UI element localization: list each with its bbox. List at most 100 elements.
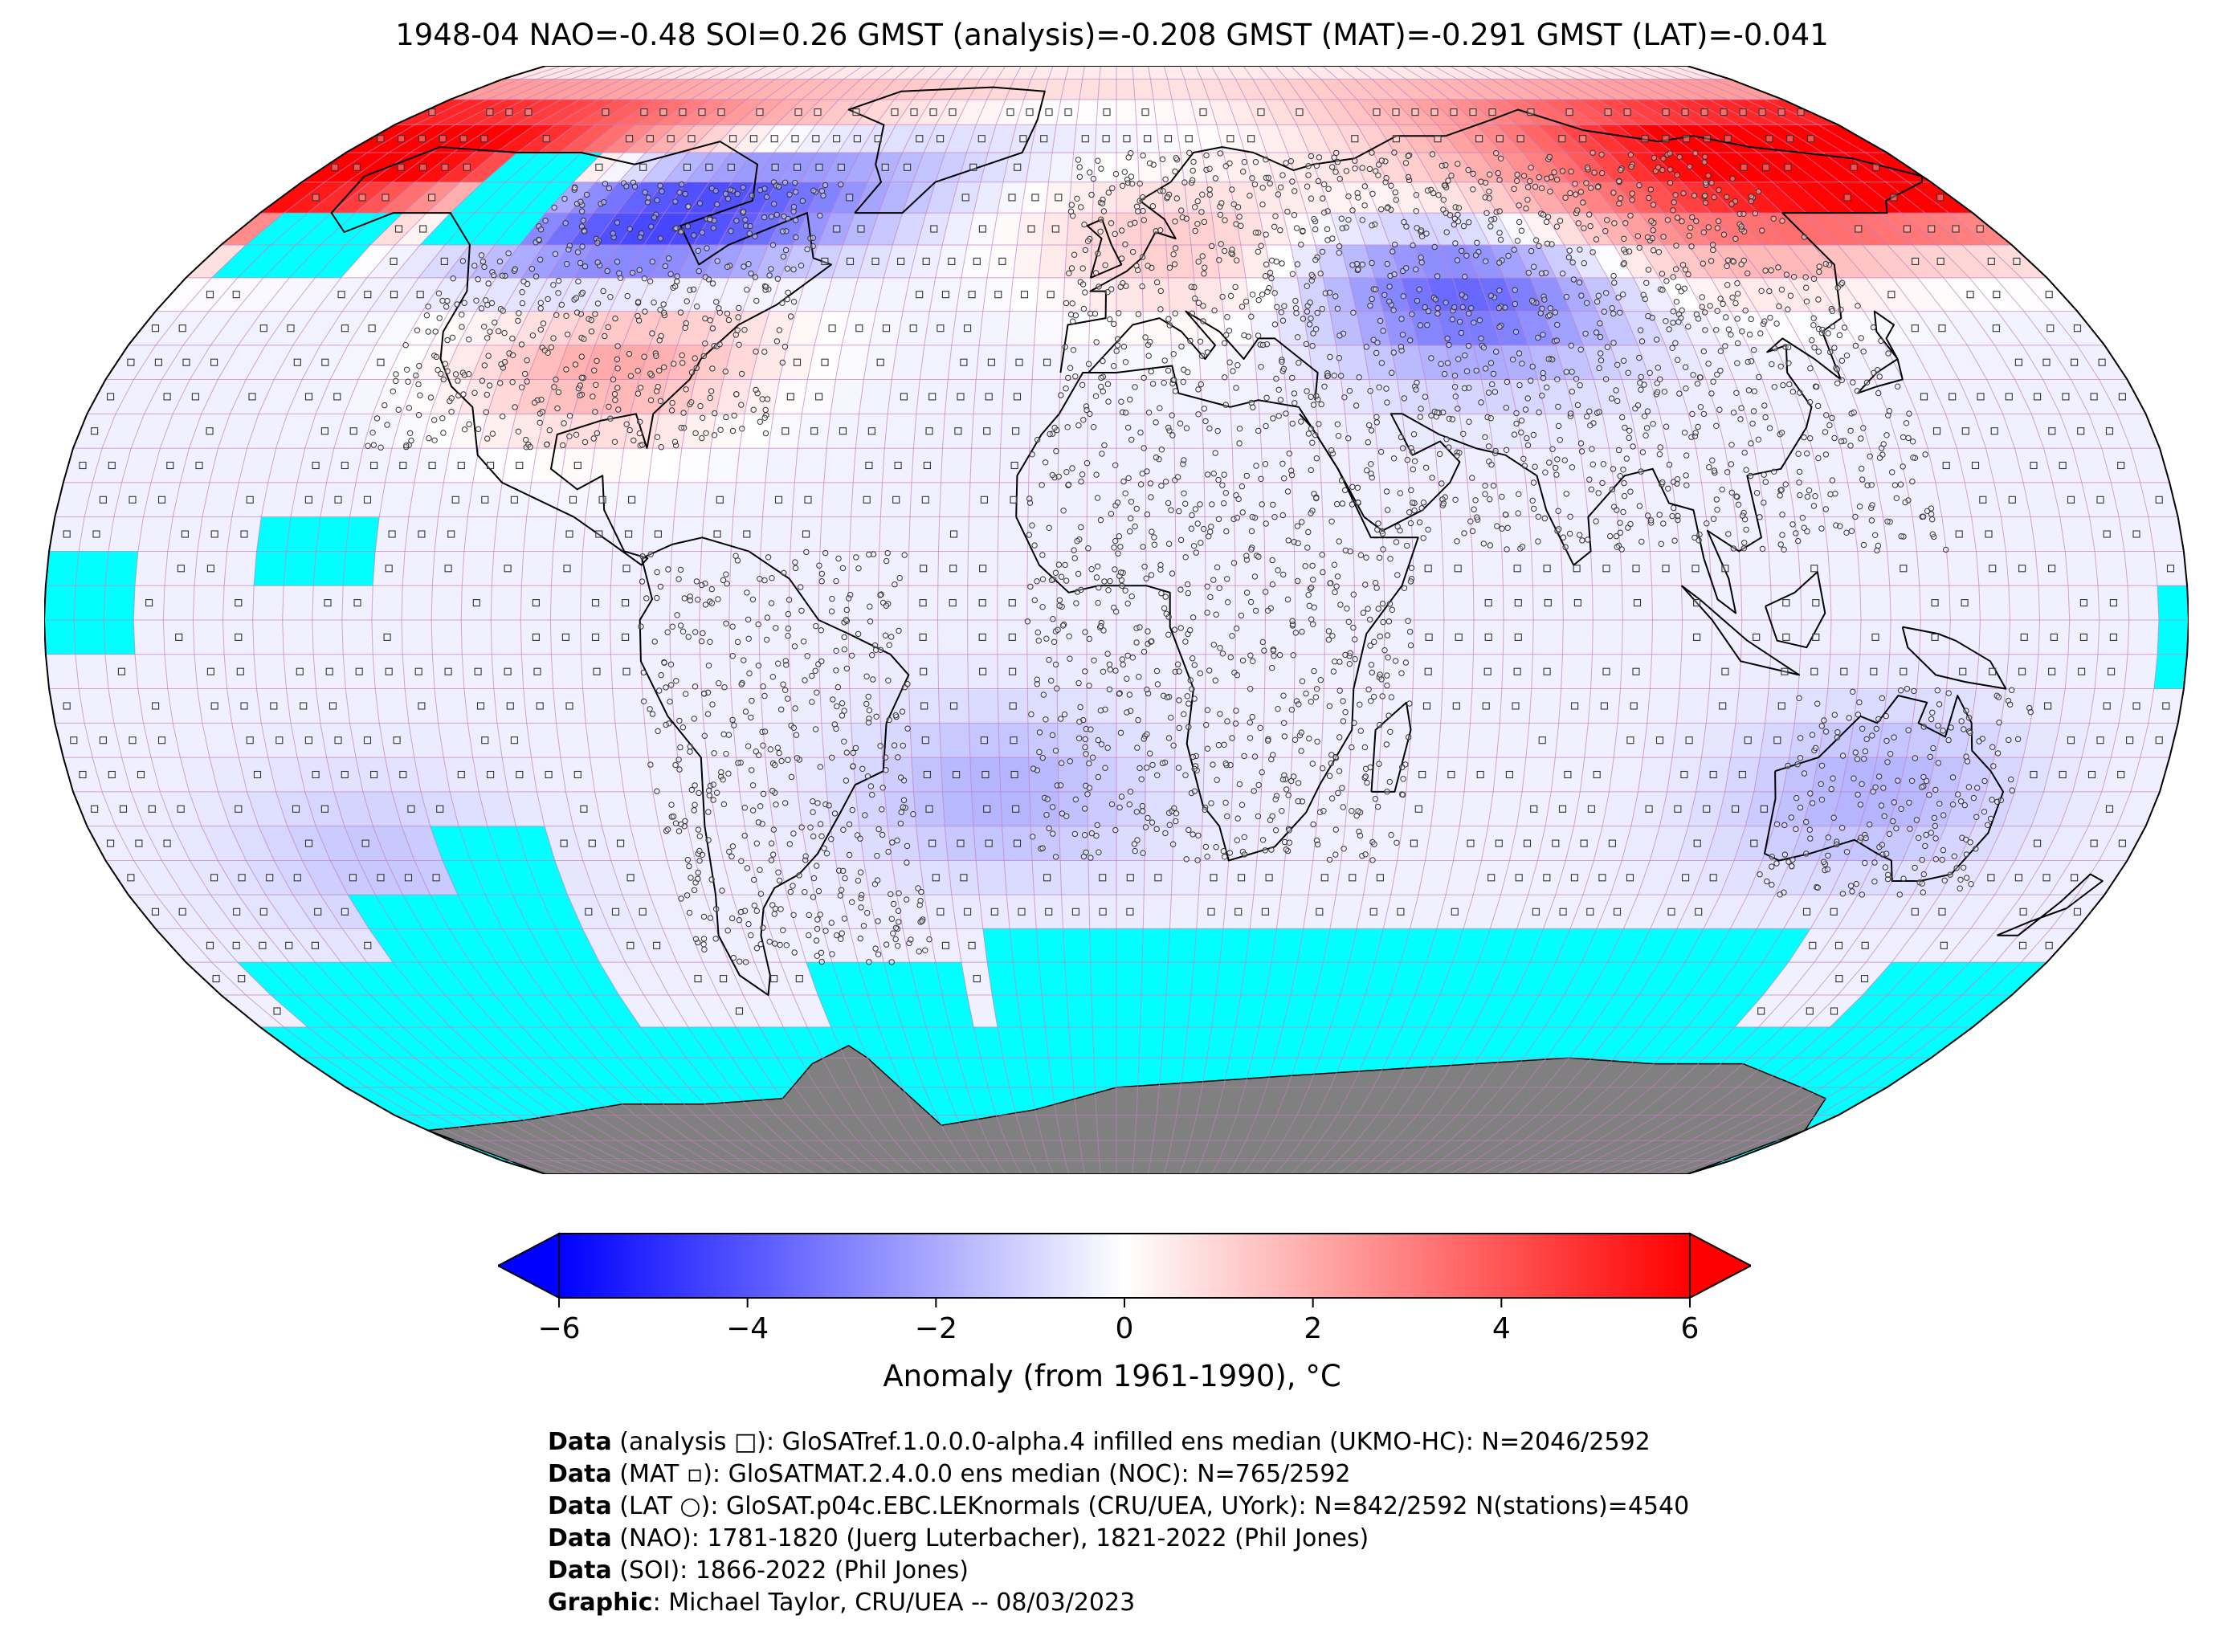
analysis-marker (653, 941, 661, 949)
lat-station-marker (1843, 849, 1851, 855)
anomaly-cell (1971, 688, 2006, 724)
lat-station-marker (1886, 830, 1893, 838)
lat-station-marker (895, 943, 901, 949)
lat-station-marker (1753, 490, 1761, 496)
lat-station-marker (829, 754, 835, 761)
lat-station-marker (833, 725, 839, 732)
lat-station-marker (877, 743, 883, 749)
analysis-marker (516, 770, 524, 779)
analysis-marker (63, 702, 71, 710)
lat-station-marker (1185, 826, 1192, 834)
analysis-marker (786, 393, 794, 401)
lat-station-marker (2009, 787, 2015, 793)
lat-station-marker (518, 384, 525, 390)
lat-station-marker (757, 867, 763, 873)
lat-station-marker (806, 932, 812, 939)
lat-station-marker (731, 722, 737, 728)
lat-station-marker (1856, 699, 1863, 706)
lat-station-marker (1140, 850, 1146, 856)
lat-station-marker (1364, 467, 1370, 474)
analysis-marker (2132, 530, 2140, 538)
lat-station-marker (384, 422, 390, 428)
analysis-marker (393, 736, 401, 744)
lat-station-marker (1140, 808, 1146, 814)
lat-station-marker (1204, 745, 1211, 752)
no-data-cell (1068, 1026, 1094, 1059)
anomaly-cell (1701, 722, 1736, 758)
lat-station-marker (1224, 813, 1230, 820)
lat-station-marker (665, 566, 671, 573)
anomaly-cell (1171, 860, 1202, 895)
lat-station-marker (640, 669, 647, 676)
analysis-marker (921, 736, 929, 744)
lat-station-marker (1342, 487, 1349, 494)
anomaly-cell (1059, 860, 1090, 895)
lat-station-marker (1940, 846, 1947, 854)
lat-station-marker (1567, 513, 1573, 520)
lat-station-marker (1530, 479, 1537, 486)
lat-station-marker (1610, 466, 1617, 472)
lat-station-marker (623, 421, 630, 427)
lat-station-marker (1327, 580, 1333, 586)
lat-station-marker (814, 925, 821, 932)
analysis-marker (1693, 633, 1701, 641)
anomaly-cell (1408, 722, 1442, 758)
lat-station-marker (1304, 545, 1311, 551)
analysis-marker (979, 565, 987, 573)
lat-station-marker (1241, 851, 1248, 858)
lat-station-marker (606, 403, 612, 410)
analysis-marker (1835, 975, 1843, 983)
analysis-marker (1349, 874, 1357, 882)
anomaly-cell (1740, 585, 1773, 621)
lat-station-marker (1452, 496, 1459, 503)
analysis-marker (1238, 874, 1246, 882)
analysis-marker (716, 496, 724, 504)
analysis-marker (206, 941, 214, 949)
lat-station-marker (1883, 432, 1890, 438)
lat-station-marker (1380, 546, 1386, 553)
analysis-marker (532, 633, 540, 641)
lat-station-marker (1362, 765, 1369, 772)
anomaly-cell (2001, 516, 2036, 552)
lat-station-marker (1106, 661, 1113, 667)
lat-station-marker (798, 824, 805, 830)
lat-station-marker (1272, 796, 1279, 802)
analysis-marker (1802, 908, 1811, 916)
lat-station-marker (1043, 716, 1049, 723)
lat-station-marker (553, 376, 559, 383)
analysis-marker (504, 667, 512, 675)
lat-station-marker (1417, 414, 1424, 420)
lat-station-marker (1847, 883, 1855, 889)
analysis-marker (476, 702, 485, 710)
lat-station-marker (1270, 415, 1276, 422)
anomaly-cell (818, 585, 850, 621)
lat-station-marker (1556, 526, 1562, 532)
lat-station-marker (1929, 709, 1936, 716)
lat-station-marker (1296, 701, 1302, 708)
lat-station-marker (704, 711, 712, 717)
analysis-marker (1806, 1007, 1814, 1015)
lat-station-marker (1912, 755, 1919, 761)
anomaly-cell (937, 654, 969, 689)
anomaly-cell (614, 722, 649, 758)
lat-station-marker (647, 551, 654, 557)
lat-station-marker (1101, 442, 1108, 449)
anomaly-cell (1116, 757, 1146, 793)
lat-station-marker (749, 782, 757, 789)
lat-station-marker (590, 435, 597, 442)
lat-station-marker (1807, 835, 1814, 842)
no-data-cell (1093, 1058, 1116, 1087)
lat-station-marker (1209, 501, 1215, 508)
analysis-marker (1447, 770, 1455, 779)
anomaly-cell (1187, 212, 1217, 246)
analysis-marker (334, 736, 342, 744)
lat-station-marker (1394, 572, 1401, 578)
lat-station-marker (1080, 417, 1087, 423)
lat-station-marker (1250, 658, 1256, 664)
anomaly-cell (1676, 688, 1710, 724)
analysis-marker (1830, 908, 1838, 916)
lat-station-marker (1132, 523, 1138, 530)
lat-station-marker (1532, 463, 1538, 470)
lat-station-marker (772, 761, 778, 769)
lat-station-marker (716, 680, 722, 687)
